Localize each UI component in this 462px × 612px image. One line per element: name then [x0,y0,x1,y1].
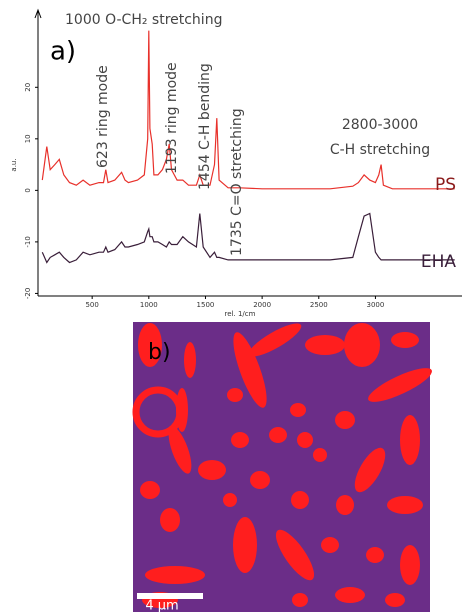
x-tick-label: 1500 [197,301,215,309]
series-label: EHA [421,252,457,272]
series-line [41,212,455,264]
panel-label: b) [148,340,171,365]
y-axis-label: a.u. [10,158,18,171]
y-tick-label: 0 [24,188,32,192]
x-tick-label: 1000 [140,301,158,309]
series-label: PS [435,175,456,195]
peak-annotation: C-H stretching [330,142,430,158]
raman-map: 4 μm b) [132,322,432,612]
peak-annotation: 1735 C=O stretching [229,108,245,256]
chart-title: 1000 O-CH₂ stretching [65,12,222,28]
x-tick-label: 3000 [367,301,385,309]
scale-bar-label: 4 μm [145,599,178,612]
peak-annotation: 1454 C-H bending [197,63,213,190]
peak-annotation: 2800-3000 [342,117,418,133]
panel-label: a) [50,37,76,67]
y-tick-label: -10 [24,236,32,247]
peak-annotation: 1193 ring mode [164,62,180,174]
y-tick-label: 20 [24,83,32,92]
y-tick-label: -20 [24,288,32,299]
y-tick-label: 10 [24,134,32,143]
y-axis-arrow [34,8,42,19]
x-tick-label: 500 [85,301,98,309]
x-tick-label: 2000 [253,301,271,309]
series-line [41,30,455,190]
x-axis-label: rel. 1/cm [225,310,256,318]
x-tick-label: 2500 [310,301,328,309]
peak-annotation: 623 ring mode [95,65,111,168]
